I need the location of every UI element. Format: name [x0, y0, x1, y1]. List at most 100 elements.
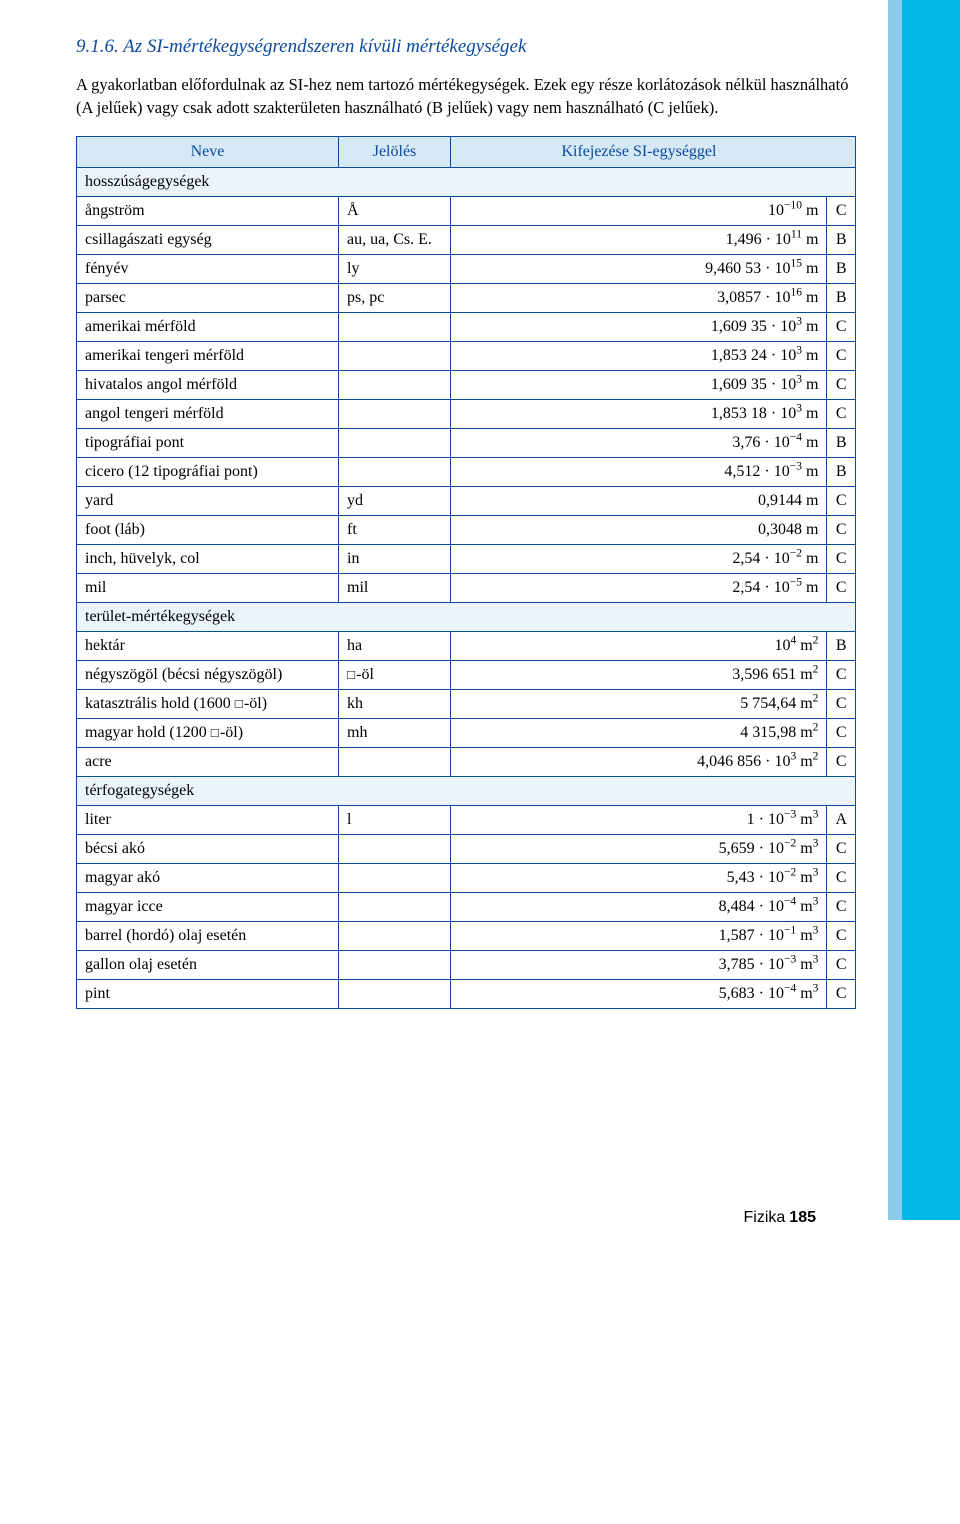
- cell-name: négyszögöl (bécsi négyszögöl): [77, 660, 339, 689]
- units-table: Neve Jelölés Kifejezése SI-egységgel hos…: [76, 136, 856, 1009]
- table-header-row: Neve Jelölés Kifejezése SI-egységgel: [77, 136, 856, 167]
- cell-symbol: mil: [339, 573, 451, 602]
- cell-name: parsec: [77, 283, 339, 312]
- cell-name: angol tengeri mérföld: [77, 399, 339, 428]
- side-tab-colored: [888, 0, 960, 1220]
- cell-category: C: [827, 399, 856, 428]
- cell-category: C: [827, 515, 856, 544]
- cell-name: inch, hüvelyk, col: [77, 544, 339, 573]
- cell-name: pint: [77, 979, 339, 1008]
- cell-expression: 3,785 · 10−3 m3: [451, 950, 827, 979]
- cell-symbol: [339, 863, 451, 892]
- col-category: [827, 136, 856, 167]
- cell-category: B: [827, 631, 856, 660]
- footer-page-number: 185: [789, 1209, 816, 1226]
- cell-expression: 104 m2: [451, 631, 827, 660]
- cell-name: magyar hold (1200 -öl): [77, 718, 339, 747]
- cell-symbol: kh: [339, 689, 451, 718]
- cell-category: C: [827, 370, 856, 399]
- cell-symbol: [339, 428, 451, 457]
- table-row: ångströmÅ10−10 mC: [77, 196, 856, 225]
- cell-expression: 2,54 · 10−2 m: [451, 544, 827, 573]
- cell-expression: 1,853 24 · 103 m: [451, 341, 827, 370]
- table-row: négyszögöl (bécsi négyszögöl)-öl3,596 65…: [77, 660, 856, 689]
- cell-expression: 1,587 · 10−1 m3: [451, 921, 827, 950]
- cell-expression: 3,596 651 m2: [451, 660, 827, 689]
- cell-category: A: [827, 805, 856, 834]
- cell-category: C: [827, 196, 856, 225]
- cell-name: cicero (12 tipográfiai pont): [77, 457, 339, 486]
- cell-symbol: [339, 341, 451, 370]
- cell-name: fényév: [77, 254, 339, 283]
- table-row: katasztrális hold (1600 -öl)kh5 754,64 m…: [77, 689, 856, 718]
- cell-symbol: ft: [339, 515, 451, 544]
- cell-expression: 5,43 · 10−2 m3: [451, 863, 827, 892]
- cell-name: amerikai mérföld: [77, 312, 339, 341]
- cell-expression: 4,512 · 10−3 m: [451, 457, 827, 486]
- table-row: bécsi akó5,659 · 10−2 m3C: [77, 834, 856, 863]
- table-row: magyar akó5,43 · 10−2 m3C: [77, 863, 856, 892]
- cell-category: C: [827, 718, 856, 747]
- table-section-row: terület-mértékegységek: [77, 602, 856, 631]
- cell-name: liter: [77, 805, 339, 834]
- cell-symbol: [339, 399, 451, 428]
- cell-name: barrel (hordó) olaj esetén: [77, 921, 339, 950]
- table-row: magyar icce8,484 · 10−4 m3C: [77, 892, 856, 921]
- table-section-label: hosszúságegységek: [77, 167, 856, 196]
- cell-expression: 2,54 · 10−5 m: [451, 573, 827, 602]
- cell-category: B: [827, 225, 856, 254]
- table-row: angol tengeri mérföld1,853 18 · 103 mC: [77, 399, 856, 428]
- cell-name: yard: [77, 486, 339, 515]
- cell-expression: 9,460 53 · 1015 m: [451, 254, 827, 283]
- cell-expression: 4 315,98 m2: [451, 718, 827, 747]
- cell-category: C: [827, 747, 856, 776]
- cell-name: hivatalos angol mérföld: [77, 370, 339, 399]
- cell-expression: 1,609 35 · 103 m: [451, 370, 827, 399]
- cell-expression: 1,609 35 · 103 m: [451, 312, 827, 341]
- cell-name: katasztrális hold (1600 -öl): [77, 689, 339, 718]
- cell-category: C: [827, 660, 856, 689]
- cell-expression: 0,9144 m: [451, 486, 827, 515]
- cell-symbol: [339, 747, 451, 776]
- table-row: tipográfiai pont3,76 · 10−4 mB: [77, 428, 856, 457]
- cell-category: C: [827, 573, 856, 602]
- col-expr: Kifejezése SI-egységgel: [451, 136, 827, 167]
- section-number: 9.1.6.: [76, 36, 119, 57]
- table-row: hektárha104 m2B: [77, 631, 856, 660]
- cell-symbol: [339, 312, 451, 341]
- cell-expression: 10−10 m: [451, 196, 827, 225]
- cell-category: C: [827, 921, 856, 950]
- cell-name: tipográfiai pont: [77, 428, 339, 457]
- cell-symbol: au, ua, Cs. E.: [339, 225, 451, 254]
- side-tab: [888, 0, 960, 1524]
- cell-symbol: Å: [339, 196, 451, 225]
- table-row: parsecps, pc3,0857 · 1016 mB: [77, 283, 856, 312]
- table-row: foot (láb)ft0,3048 mC: [77, 515, 856, 544]
- cell-category: C: [827, 689, 856, 718]
- table-row: cicero (12 tipográfiai pont) 4,512 · 10−3…: [77, 457, 856, 486]
- cell-symbol: ly: [339, 254, 451, 283]
- section-title-text: Az SI-mértékegységrendszeren kívüli mért…: [123, 36, 526, 57]
- cell-symbol: [339, 457, 451, 486]
- cell-category: C: [827, 341, 856, 370]
- cell-category: C: [827, 950, 856, 979]
- table-section-row: térfogategységek: [77, 776, 856, 805]
- cell-category: C: [827, 486, 856, 515]
- cell-expression: 5,683 · 10−4 m3: [451, 979, 827, 1008]
- table-row: yardyd0,9144 mC: [77, 486, 856, 515]
- cell-symbol: ha: [339, 631, 451, 660]
- cell-category: B: [827, 283, 856, 312]
- cell-category: C: [827, 544, 856, 573]
- table-row: barrel (hordó) olaj esetén 1,587 · 10−1 m…: [77, 921, 856, 950]
- cell-name: csillagászati egység: [77, 225, 339, 254]
- table-section-label: terület-mértékegységek: [77, 602, 856, 631]
- table-row: literl1 · 10−3 m3A: [77, 805, 856, 834]
- cell-name: gallon olaj esetén: [77, 950, 339, 979]
- cell-expression: 1 · 10−3 m3: [451, 805, 827, 834]
- table-row: milmil2,54 · 10−5 mC: [77, 573, 856, 602]
- footer-label: Fizika: [744, 1209, 786, 1226]
- table-row: fényévly9,460 53 · 1015 mB: [77, 254, 856, 283]
- cell-symbol: [339, 979, 451, 1008]
- table-row: magyar hold (1200 -öl)mh4 315,98 m2C: [77, 718, 856, 747]
- table-row: gallon olaj esetén 3,785 · 10−3 m3C: [77, 950, 856, 979]
